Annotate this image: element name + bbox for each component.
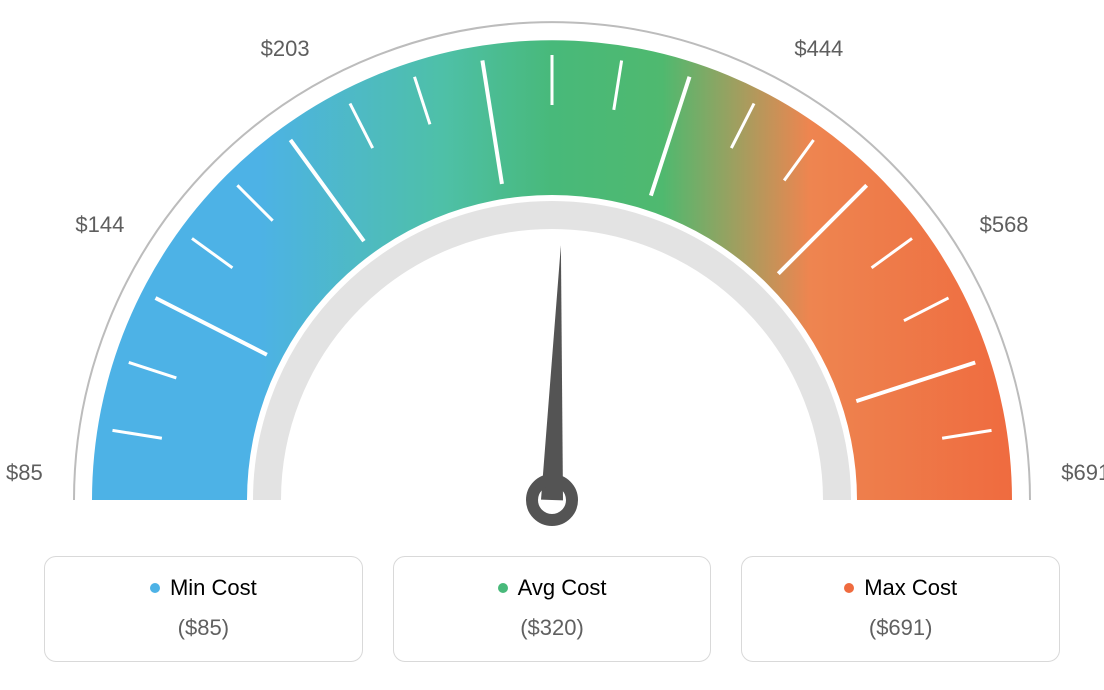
gauge-tick-label: $144 <box>75 212 124 238</box>
gauge-tick-label: $691 <box>1061 460 1104 486</box>
legend-min-title: Min Cost <box>150 575 257 601</box>
legend-max-box: Max Cost ($691) <box>741 556 1060 662</box>
legend-row: Min Cost ($85) Avg Cost ($320) Max Cost … <box>44 556 1060 662</box>
gauge-tick-label: $85 <box>6 460 43 486</box>
legend-avg-value: ($320) <box>394 615 711 641</box>
gauge-tick-label: $320 <box>528 0 577 3</box>
legend-max-title: Max Cost <box>844 575 957 601</box>
gauge-tick-label: $568 <box>980 212 1029 238</box>
legend-min-value: ($85) <box>45 615 362 641</box>
legend-avg-title: Avg Cost <box>498 575 607 601</box>
gauge-tick-label: $444 <box>794 36 843 62</box>
legend-avg-label: Avg Cost <box>518 575 607 601</box>
cost-gauge-chart: $85 $144 $203 $320 $444 $568 $691 <box>0 0 1104 560</box>
legend-max-value: ($691) <box>742 615 1059 641</box>
legend-min-label: Min Cost <box>170 575 257 601</box>
gauge-tick-label: $203 <box>261 36 310 62</box>
legend-min-dot-icon <box>150 583 160 593</box>
legend-avg-dot-icon <box>498 583 508 593</box>
legend-avg-box: Avg Cost ($320) <box>393 556 712 662</box>
legend-min-box: Min Cost ($85) <box>44 556 363 662</box>
legend-max-dot-icon <box>844 583 854 593</box>
legend-max-label: Max Cost <box>864 575 957 601</box>
